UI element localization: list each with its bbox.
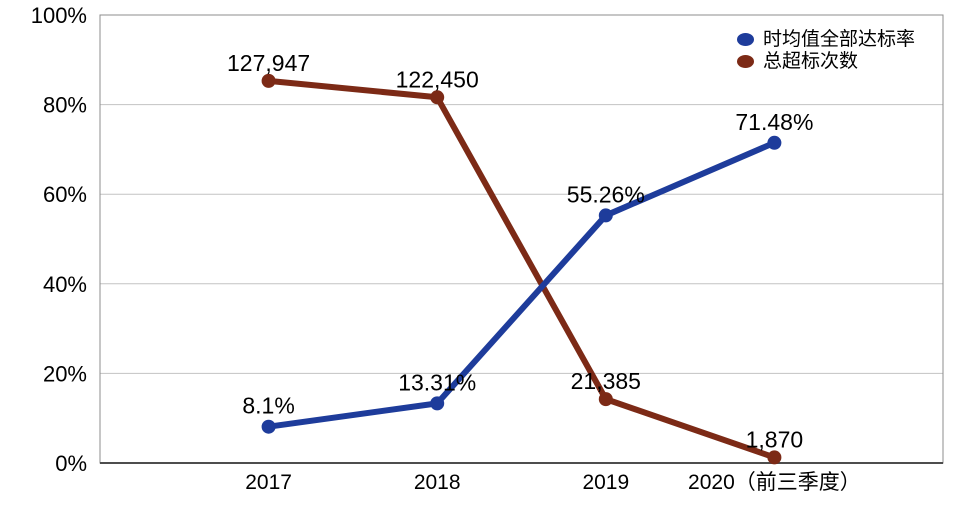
x-axis-tick-label: 2018 [414, 471, 461, 494]
exceedance-count-point [598, 392, 613, 407]
compliance-rate-data-label: 8.1% [242, 393, 294, 419]
exceedance-count-data-label: 1,870 [746, 426, 804, 452]
exceedance-count-data-label: 127,947 [227, 50, 310, 76]
legend: 时均值全部达标率 总超标次数 [737, 29, 915, 72]
series-lines [261, 73, 782, 465]
compliance-rate-point [767, 135, 782, 150]
x-axis-tick-label: 2020（前三季度） [688, 471, 861, 494]
compliance-rate-point [430, 396, 445, 411]
compliance-rate-data-label: 13.31% [398, 369, 476, 395]
compliance-rate-point [598, 208, 613, 223]
exceedance-count-point [767, 450, 782, 465]
y-axis-tick-label: 80% [43, 93, 87, 118]
y-axis-tick-label: 0% [55, 451, 87, 476]
data-labels: 8.1% 13.31% 55.26% 71.48% 127,947 122,450 21,3… [227, 50, 813, 453]
plot-border-group [99, 14, 944, 464]
gridlines [100, 104, 943, 374]
compliance-rate-line [265, 139, 778, 430]
compliance-rate-data-label: 71.48% [735, 109, 813, 135]
compliance-rate-point [261, 419, 276, 434]
legend-label-compliance-rate: 时均值全部达标率 [763, 29, 916, 50]
y-axis-tick-label: 60% [43, 182, 87, 207]
legend-label-exceedance-count: 总超标次数 [763, 51, 859, 72]
compliance-rate-marker-icon [737, 33, 754, 46]
exceedance-count-point [261, 73, 276, 88]
y-axis-tick-label: 100% [31, 3, 87, 28]
y-axis-labels: 0% 20% 40% 60% 80% 100% [31, 3, 87, 476]
exceedance-count-line [265, 77, 778, 461]
compliance-rate-data-label: 55.26% [567, 181, 645, 207]
exceedance-count-data-label: 122,450 [396, 66, 479, 92]
exceedance-count-point [430, 90, 445, 105]
plot-border [99, 14, 944, 464]
x-axis-tick-label: 2017 [245, 471, 292, 494]
exceedance-count-marker-icon [737, 55, 754, 68]
legend-item-exceedance-count: 总超标次数 [737, 51, 915, 72]
x-axis-labels: 2017 2018 2019 2020（前三季度） [245, 471, 861, 494]
exceedance-count-data-label: 21,385 [571, 368, 641, 394]
legend-item-compliance-rate: 时均值全部达标率 [737, 29, 915, 50]
y-axis-tick-label: 20% [43, 361, 87, 386]
x-axis-tick-label: 2019 [582, 471, 629, 494]
y-axis-tick-label: 40% [43, 272, 87, 297]
